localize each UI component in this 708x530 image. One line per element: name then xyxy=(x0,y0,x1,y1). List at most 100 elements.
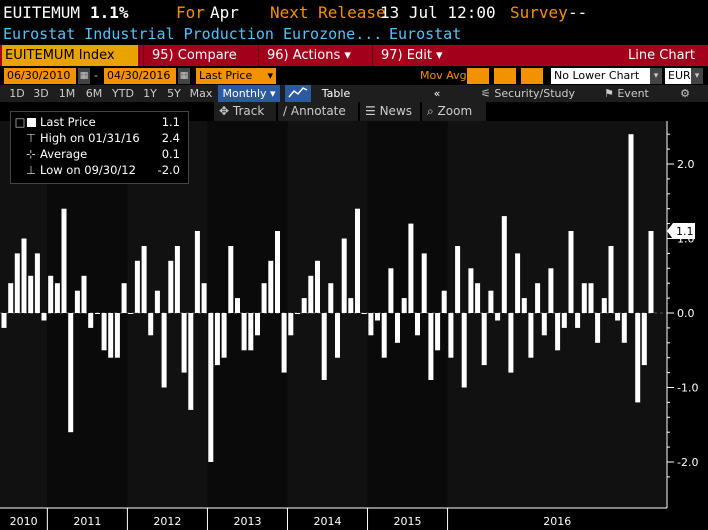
bar xyxy=(168,260,174,313)
bar xyxy=(441,290,447,313)
annotate-label: Annotate xyxy=(290,104,346,118)
period-1m[interactable]: 1M xyxy=(58,87,76,100)
bar xyxy=(528,313,534,358)
period-bar: 1D 3D 1M 6M YTD 1Y 5Y Max Monthly ▾ Tabl… xyxy=(0,85,708,102)
field-selector[interactable]: Last Price ▾ xyxy=(196,68,276,84)
bar xyxy=(461,313,467,388)
ticker-symbol[interactable]: EUITEMUM xyxy=(3,3,81,22)
bar xyxy=(641,313,647,366)
year-label: 2016 xyxy=(543,515,571,528)
bar xyxy=(321,313,327,380)
period-6m[interactable]: 6M xyxy=(85,87,103,100)
series-swatch xyxy=(24,114,38,130)
legend-average: ⊹ Average 0.1 xyxy=(11,146,188,162)
y-tick-label: -1.0 xyxy=(677,382,698,395)
annotate-button[interactable]: ∕ Annotate xyxy=(278,102,358,121)
period-1d[interactable]: 1D xyxy=(9,87,25,100)
ticker-value: 1.1% xyxy=(90,3,129,22)
bar xyxy=(415,313,420,336)
table-view-button[interactable]: Table xyxy=(321,87,351,100)
chevron-down-icon[interactable]: ▾ xyxy=(691,68,703,84)
next-release-label: Next Release xyxy=(270,3,386,22)
bar xyxy=(21,238,27,313)
calendar-icon[interactable]: ▦ xyxy=(78,68,90,84)
period-3d[interactable]: 3D xyxy=(33,87,49,100)
mov-avg-field-2[interactable] xyxy=(494,68,516,84)
compare-button[interactable]: 95) Compare xyxy=(143,45,256,66)
chart-type-label[interactable]: Line Chart xyxy=(628,48,695,63)
bar xyxy=(88,313,94,328)
bar xyxy=(148,313,154,336)
bar xyxy=(101,313,107,351)
zoom-button[interactable]: ⌕ Zoom xyxy=(422,102,486,121)
bar xyxy=(121,283,127,313)
bar xyxy=(501,216,507,313)
bar xyxy=(515,253,521,313)
bar xyxy=(275,231,280,313)
mov-avg-field-1[interactable] xyxy=(467,68,489,84)
security-study-button[interactable]: ⚟ Security/Study xyxy=(481,85,587,102)
legend-average-label: Average xyxy=(40,147,88,161)
bar xyxy=(68,313,74,433)
edit-menu[interactable]: 97) Edit ▾ xyxy=(372,45,468,66)
bar xyxy=(421,253,427,313)
line-chart-icon[interactable] xyxy=(285,85,311,102)
period-ytd[interactable]: YTD xyxy=(112,87,134,100)
bar xyxy=(255,313,260,336)
bar xyxy=(214,313,220,366)
collapse-icon[interactable]: « xyxy=(433,87,441,100)
y-axis: 2.01.00.0-1.0-2.01.1 xyxy=(666,121,698,508)
bar xyxy=(535,283,541,313)
bar xyxy=(114,313,120,358)
security-description: Eurostat Industrial Production Eurozone.… xyxy=(3,25,383,43)
bar xyxy=(475,283,481,313)
bar xyxy=(368,313,374,336)
for-period: Apr xyxy=(210,3,239,22)
legend-high: ⊤ High on 01/31/16 2.4 xyxy=(11,130,188,146)
bar xyxy=(601,298,607,313)
bar xyxy=(648,231,654,313)
start-date-field[interactable]: 06/30/2010 xyxy=(4,68,76,84)
chevron-down-icon[interactable]: ▾ xyxy=(650,68,662,84)
gear-icon[interactable]: ⚙ xyxy=(680,87,690,100)
bar xyxy=(94,313,100,314)
bar xyxy=(34,253,40,313)
bar xyxy=(468,268,474,313)
actions-menu[interactable]: 96) Actions ▾ xyxy=(258,45,368,66)
bar xyxy=(74,290,80,313)
ticker-index-field[interactable]: EUITEMUM Index xyxy=(2,45,138,66)
collapse-icon[interactable]: □ xyxy=(14,115,26,129)
period-1y[interactable]: 1Y xyxy=(143,87,157,100)
bar-chart[interactable]: 2.01.00.0-1.0-2.01.1 2010201120122013201… xyxy=(0,121,708,530)
year-band xyxy=(207,121,288,508)
frequency-selector[interactable]: Monthly ▾ xyxy=(218,85,280,102)
lower-chart-selector[interactable]: No Lower Chart xyxy=(551,68,651,84)
year-band xyxy=(47,121,128,508)
bar xyxy=(408,223,414,313)
event-button[interactable]: ⚑ Event xyxy=(604,85,664,102)
chevron-down-icon: ▾ xyxy=(267,69,273,82)
next-release-date: 13 Jul 12:00 xyxy=(380,3,496,22)
bar xyxy=(621,313,627,343)
track-button[interactable]: ✥ Track xyxy=(214,102,276,121)
legend-last-price[interactable]: □ Last Price 1.1 xyxy=(11,114,188,130)
bar xyxy=(561,313,567,328)
y-tick-label: 2.0 xyxy=(677,158,695,171)
calendar-icon[interactable]: ▦ xyxy=(178,68,190,84)
end-date-field[interactable]: 04/30/2016 xyxy=(104,68,176,84)
bar xyxy=(295,313,300,314)
date-separator: - xyxy=(94,69,98,82)
year-label: 2014 xyxy=(314,515,342,528)
for-label: For xyxy=(176,3,205,22)
y-tick-label: 0.0 xyxy=(677,307,695,320)
y-tick-label: -2.0 xyxy=(677,456,698,469)
security-header: EUITEMUM 1.1% For Apr Next Release 13 Ju… xyxy=(0,0,708,26)
period-5y[interactable]: 5Y xyxy=(167,87,181,100)
chart-legend[interactable]: □ Last Price 1.1 ⊤ High on 01/31/16 2.4 … xyxy=(10,111,189,184)
period-max[interactable]: Max xyxy=(189,87,213,100)
mov-avg-field-3[interactable] xyxy=(521,68,543,84)
news-button[interactable]: ☰ News xyxy=(360,102,420,121)
security-description-row: Eurostat Industrial Production Eurozone.… xyxy=(0,24,708,44)
currency-selector[interactable]: EUR xyxy=(665,68,691,84)
bar xyxy=(608,246,614,313)
